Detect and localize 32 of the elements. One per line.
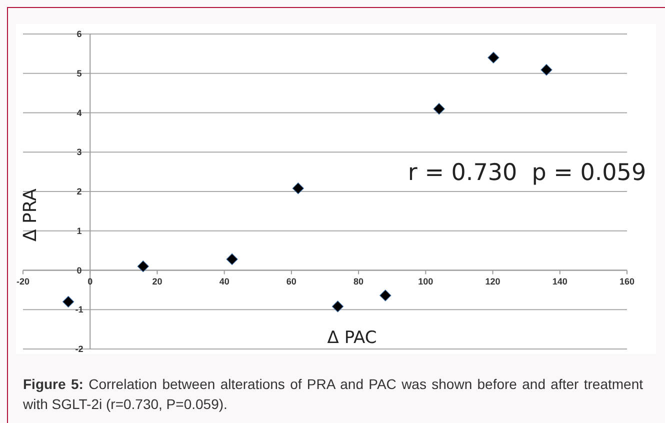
x-axis-title: Δ PAC xyxy=(327,328,377,348)
y-tick-label: 6 xyxy=(76,29,82,39)
y-tick-label: 5 xyxy=(76,68,82,78)
x-tick-label: 20 xyxy=(152,276,162,286)
x-tick-label: 120 xyxy=(485,276,500,286)
y-tick-label: 4 xyxy=(76,108,82,118)
y-tick-label: -2 xyxy=(75,344,84,354)
x-tick-label: 100 xyxy=(418,276,434,286)
annotation: r = 0.730 p = 0.059 xyxy=(408,160,646,186)
y-axis-title: Δ PRA xyxy=(20,188,41,242)
caption: Figure 5: xyxy=(23,376,84,392)
x-tick-label: 0 xyxy=(88,276,93,286)
point xyxy=(226,253,238,266)
x-tick-label: 80 xyxy=(354,276,364,286)
x-tick-label: -20 xyxy=(16,276,30,286)
point xyxy=(433,103,445,115)
x-tick-label: 40 xyxy=(219,276,230,286)
y-tick-label: 3 xyxy=(76,147,82,158)
point xyxy=(62,296,74,308)
y-tick-label: 0 xyxy=(76,265,82,276)
y-tick-label: -1 xyxy=(75,304,84,315)
point xyxy=(540,64,552,76)
point xyxy=(332,300,344,312)
point xyxy=(488,52,500,64)
y-tick-label: 1 xyxy=(76,226,82,236)
point xyxy=(380,290,392,302)
x-tick-label: 160 xyxy=(619,276,635,286)
y-tick-label: 2 xyxy=(76,186,82,196)
point xyxy=(292,182,304,194)
x-tick-label: 60 xyxy=(286,276,296,286)
x-tick-label: 140 xyxy=(552,276,568,286)
point xyxy=(137,260,149,272)
